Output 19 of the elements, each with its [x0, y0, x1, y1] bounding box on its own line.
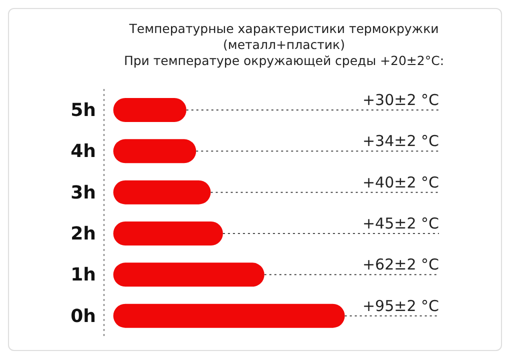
y-tick-label: 3h [70, 182, 96, 204]
chart-subtitle: При температуре окружающей среды +20±2°C: [122, 53, 446, 69]
data-label: +62±2 °C [362, 256, 439, 274]
bar [113, 262, 264, 287]
y-tick-label: 1h [70, 264, 96, 286]
bar [113, 304, 345, 328]
y-tick-label: 5h [70, 100, 96, 121]
bar [113, 222, 223, 246]
data-label: +45±2 °C [362, 214, 439, 232]
y-tick-label: 2h [70, 223, 96, 244]
chart-title: Температурные характеристики термокружки (металл+пластик) [128, 21, 440, 53]
data-label: +34±2 °C [362, 132, 439, 150]
bar [113, 139, 196, 164]
y-tick-label: 0h [70, 306, 96, 327]
data-label: +95±2 °C [362, 296, 439, 315]
y-tick-label: 4h [70, 141, 96, 162]
data-label: +30±2 °C [362, 91, 439, 109]
data-label: +40±2 °C [362, 173, 439, 192]
bar [113, 180, 211, 204]
